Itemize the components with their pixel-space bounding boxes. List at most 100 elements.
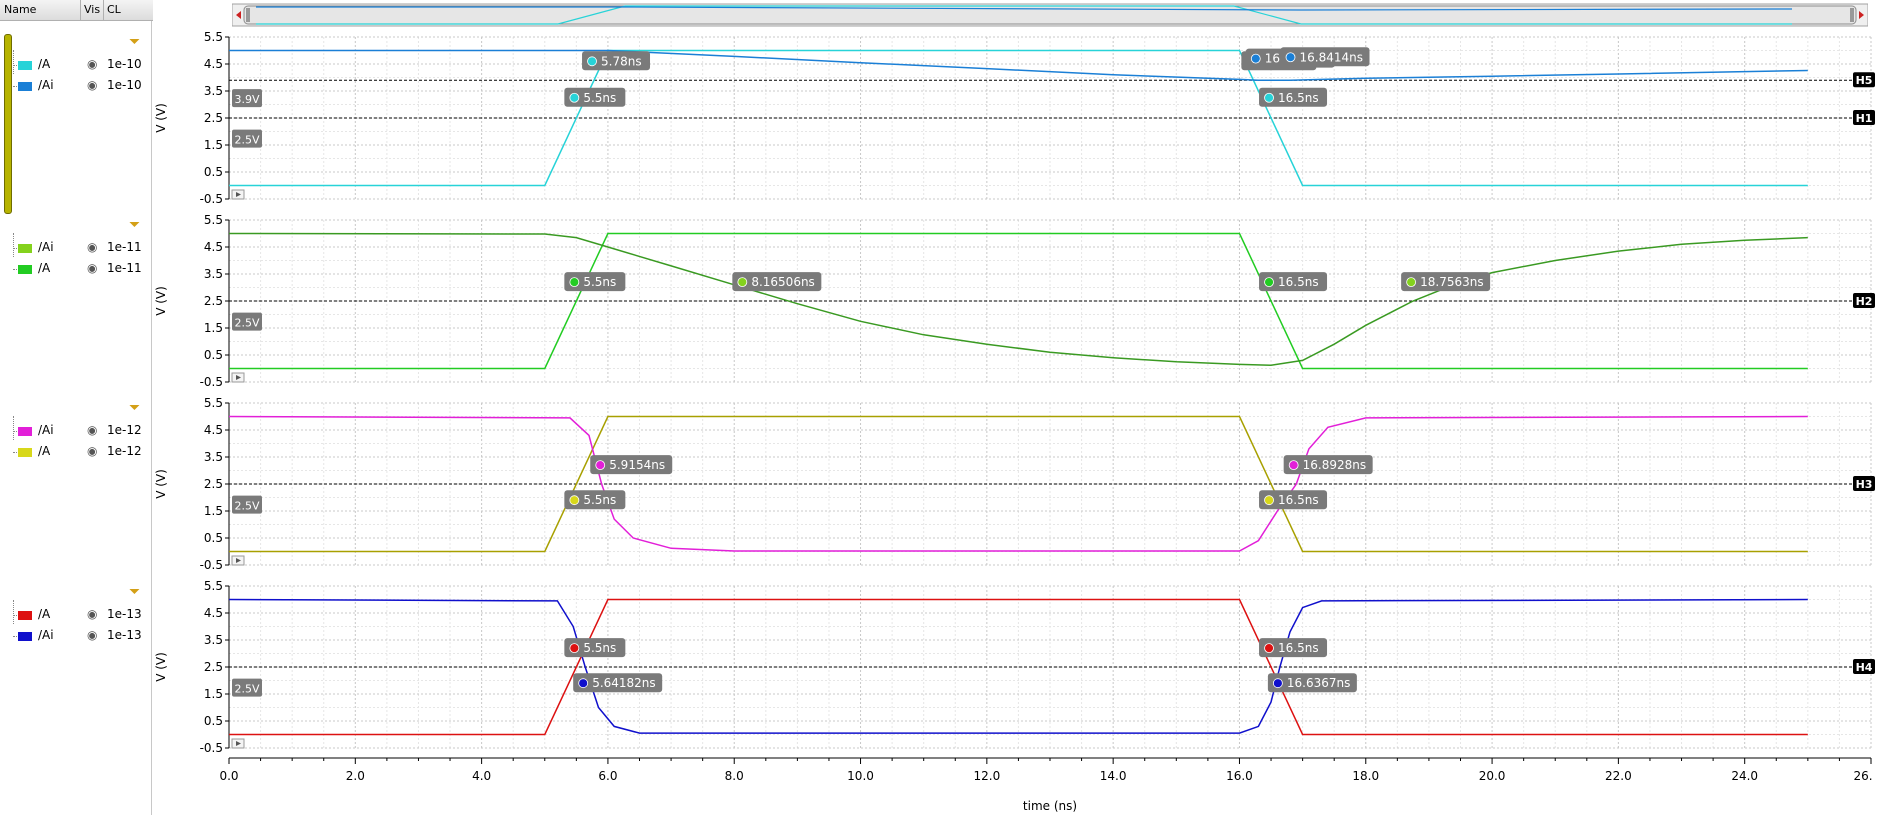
signal-cl-value: 1e-10: [107, 57, 142, 71]
tree-connector: [13, 431, 21, 432]
eye-icon[interactable]: ◉: [87, 261, 98, 275]
marker-box[interactable]: [1259, 272, 1328, 292]
group-filter-icon[interactable]: ⏷: [129, 34, 141, 50]
group-filter-icon[interactable]: ⏷: [129, 400, 141, 416]
series-line-a[interactable]: [229, 598, 1808, 736]
marker-dot: [1406, 277, 1417, 288]
cursor-label-box[interactable]: [1853, 110, 1875, 125]
play-icon: [236, 741, 241, 746]
legend-item[interactable]: /A ◉ 1e-10: [18, 56, 148, 74]
legend-item[interactable]: /Ai ◉ 1e-10: [18, 77, 148, 95]
marker-label: 18.7563ns: [1420, 275, 1483, 289]
legend-item[interactable]: /A ◉ 1e-12: [18, 443, 148, 461]
y-tick-label: -0.5: [200, 741, 223, 755]
eye-icon[interactable]: ◉: [87, 240, 98, 254]
marker-dot: [1264, 92, 1274, 103]
cursor-label-box[interactable]: [1853, 72, 1875, 88]
series-line-a[interactable]: [229, 415, 1808, 553]
cursor-label-box[interactable]: [1853, 293, 1875, 308]
legend-item[interactable]: /Ai ◉ 1e-13: [18, 627, 148, 645]
scroll-left-handle[interactable]: [246, 8, 250, 22]
eye-icon[interactable]: ◉: [87, 423, 98, 437]
column-vis-header[interactable]: Vis: [84, 3, 101, 16]
y-tick-label: 0.5: [204, 714, 223, 728]
cursor-value-label: 2.5V: [234, 317, 259, 330]
marker-box[interactable]: [590, 455, 673, 475]
y-tick-label: -0.5: [200, 558, 223, 572]
y-tick-label: 5.5: [204, 396, 223, 410]
y-axis-label: V (V): [154, 652, 168, 682]
legend-item[interactable]: /Ai ◉ 1e-11: [18, 239, 148, 257]
scroll-left-arrow-icon[interactable]: [236, 11, 241, 19]
marker-box[interactable]: [1259, 638, 1328, 658]
x-tick-label: 18.0: [1352, 769, 1379, 783]
cursor-label-box[interactable]: [1853, 476, 1875, 491]
y-tick-label: 2.5: [204, 660, 223, 674]
signal-name: /A: [38, 607, 51, 621]
legend-item[interactable]: /A ◉ 1e-13: [18, 606, 148, 624]
signal-browser-panel: Name Vis CL ⏷ /A ◉ 1e-10/Ai ◉ 1e-10 ⏷ /Ai ◉ 1e-11…: [0, 0, 153, 815]
marker-label: 5.5ns: [583, 91, 616, 105]
selection-bar[interactable]: [4, 34, 12, 214]
marker-box[interactable]: [582, 51, 651, 71]
series-line-a[interactable]: [229, 232, 1808, 370]
group-filter-icon[interactable]: ⏷: [129, 584, 141, 600]
marker-label: 16.6367ns: [1287, 676, 1350, 690]
eye-icon[interactable]: ◉: [87, 607, 98, 621]
marker-dot: [569, 92, 580, 103]
legend-item[interactable]: /Ai ◉ 1e-12: [18, 422, 148, 440]
tree-connector: [13, 600, 14, 624]
x-tick-label: 24.0: [1731, 769, 1758, 783]
marker-box[interactable]: [564, 638, 626, 658]
series-line-ai[interactable]: [229, 49, 1808, 81]
marker-box[interactable]: [1401, 272, 1491, 292]
marker-box[interactable]: [732, 272, 822, 292]
marker-dot: [569, 277, 580, 288]
eye-icon[interactable]: ◉: [87, 57, 98, 71]
play-icon: [236, 192, 241, 197]
scroll-right-arrow-icon[interactable]: [1859, 11, 1864, 19]
marker-label: 8.16506ns: [751, 275, 814, 289]
marker-box[interactable]: [573, 673, 663, 693]
signal-cl-value: 1e-11: [107, 261, 142, 275]
y-tick-label: 2.5: [204, 111, 223, 125]
column-cl-header[interactable]: CL: [107, 3, 121, 16]
cursor-value-label: 3.9V: [234, 93, 259, 106]
signal-color-swatch: [18, 427, 32, 436]
legend-item[interactable]: /A ◉ 1e-11: [18, 260, 148, 278]
cursor-value-label: 2.5V: [234, 500, 259, 513]
marker-label: 16.8928ns: [1303, 458, 1366, 472]
scroll-right-handle[interactable]: [1850, 8, 1854, 22]
scrollbar-track[interactable]: [231, 2, 1869, 28]
marker-box[interactable]: [564, 87, 626, 107]
y-tick-label: 0.5: [204, 165, 223, 179]
series-line-ai[interactable]: [228, 232, 1808, 367]
marker-box[interactable]: [1267, 673, 1357, 693]
horizontal-zoom-scrollbar[interactable]: [231, 2, 1869, 28]
signal-cl-value: 1e-13: [107, 607, 142, 621]
tree-connector: [13, 233, 14, 257]
marker-box[interactable]: [1259, 490, 1328, 510]
marker-box[interactable]: [564, 272, 626, 292]
marker-box[interactable]: [1280, 47, 1370, 67]
signal-name: /Ai: [38, 240, 54, 254]
group-filter-icon[interactable]: ⏷: [129, 217, 141, 233]
cursor-label-box[interactable]: [1853, 659, 1875, 674]
signal-color-swatch: [18, 448, 32, 457]
marker-dot: [1272, 678, 1283, 689]
column-name-header[interactable]: Name: [4, 3, 37, 16]
marker-box[interactable]: [1259, 87, 1328, 107]
eye-icon[interactable]: ◉: [87, 78, 98, 92]
marker-label: 5.64182ns: [592, 676, 655, 690]
eye-icon[interactable]: ◉: [87, 444, 98, 458]
series-line-a[interactable]: [229, 49, 1808, 187]
y-tick-label: 1.5: [204, 687, 223, 701]
cursor-value-box: [232, 312, 262, 331]
column-header: Name Vis CL: [0, 0, 153, 21]
marker-box[interactable]: [1283, 455, 1373, 475]
signal-color-swatch: [18, 611, 32, 620]
eye-icon[interactable]: ◉: [87, 628, 98, 642]
marker-box[interactable]: [564, 490, 626, 510]
y-tick-label: 2.5: [204, 477, 223, 491]
